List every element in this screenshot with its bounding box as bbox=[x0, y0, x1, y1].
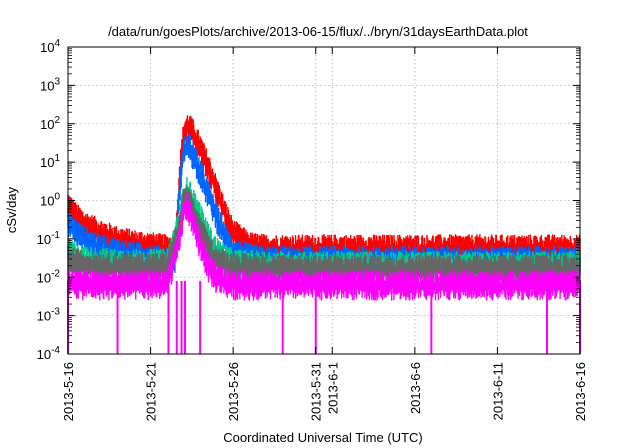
x-tick-labels: 2013-5-16 2013-5-21 2013-5-26 2013-5-31 2013… bbox=[61, 362, 588, 421]
x-axis-label: Coordinated Universal Time (UTC) bbox=[223, 430, 422, 445]
y-tick-label: 10-1 bbox=[37, 230, 61, 247]
x-tick-label: 2013-5-31 bbox=[309, 362, 324, 421]
y-axis-label: cSv/day bbox=[4, 186, 19, 233]
x-tick-label: 2013-6-16 bbox=[573, 362, 588, 421]
y-tick-label: 10-3 bbox=[37, 307, 61, 324]
x-tick-label: 2013-6-11 bbox=[490, 362, 505, 420]
y-tick-label: 104 bbox=[40, 38, 60, 55]
x-tick-label: 2013-5-21 bbox=[144, 362, 159, 421]
y-tick-label: 10-4 bbox=[37, 345, 61, 362]
y-tick-label: 10-2 bbox=[37, 268, 61, 285]
y-tick-label: 101 bbox=[40, 153, 60, 170]
y-tick-label: 103 bbox=[40, 76, 60, 93]
y-tick-labels: 10-4 10-3 10-2 10-1 100 101 102 103 104 bbox=[37, 38, 61, 362]
chart-title: /data/run/goesPlots/archive/2013-06-15/f… bbox=[108, 24, 528, 39]
ticks-group bbox=[67, 46, 581, 355]
x-tick-label: 2013-5-16 bbox=[61, 362, 76, 421]
y-tick-label: 100 bbox=[40, 192, 60, 209]
x-tick-label: 2013-6-6 bbox=[408, 362, 423, 414]
x-tick-label: 2013-6-1 bbox=[325, 362, 340, 414]
x-tick-label: 2013-5-26 bbox=[226, 362, 241, 421]
y-tick-label: 102 bbox=[40, 115, 60, 132]
